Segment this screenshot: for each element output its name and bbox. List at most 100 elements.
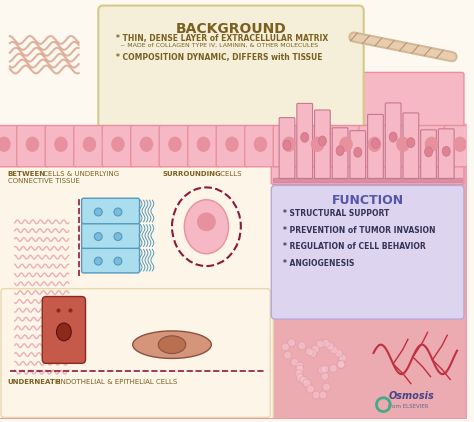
Ellipse shape (372, 138, 379, 148)
Circle shape (303, 379, 311, 387)
Circle shape (311, 345, 319, 353)
Ellipse shape (184, 200, 228, 254)
Text: ~ MADE of COLLAGEN TYPE IV, LAMININ, & OTHER MOLECULES: ~ MADE of COLLAGEN TYPE IV, LAMININ, & O… (120, 43, 318, 48)
Ellipse shape (425, 137, 438, 151)
Ellipse shape (442, 146, 450, 156)
Text: BETWEEN: BETWEEN (8, 171, 46, 177)
Text: FUNCTION: FUNCTION (331, 194, 404, 207)
Circle shape (298, 342, 306, 350)
Ellipse shape (133, 331, 211, 358)
Ellipse shape (407, 138, 415, 147)
Circle shape (307, 385, 314, 393)
Ellipse shape (311, 137, 324, 151)
Circle shape (114, 233, 122, 241)
Circle shape (296, 374, 304, 382)
FancyBboxPatch shape (350, 131, 365, 179)
FancyBboxPatch shape (279, 118, 295, 179)
Circle shape (312, 391, 320, 399)
Text: ENDOTHELIAL & EPITHELIAL CELLS: ENDOTHELIAL & EPITHELIAL CELLS (54, 379, 177, 385)
Ellipse shape (425, 147, 432, 157)
FancyBboxPatch shape (385, 103, 401, 179)
Circle shape (323, 383, 330, 391)
Text: * PREVENTION of TUMOR INVASION: * PREVENTION of TUMOR INVASION (283, 226, 436, 235)
Circle shape (337, 360, 345, 368)
FancyBboxPatch shape (82, 247, 139, 273)
Circle shape (114, 208, 122, 216)
FancyBboxPatch shape (45, 125, 77, 167)
Ellipse shape (56, 323, 71, 341)
Ellipse shape (55, 137, 67, 151)
FancyBboxPatch shape (368, 114, 383, 179)
Circle shape (319, 391, 327, 399)
Ellipse shape (368, 137, 381, 151)
Ellipse shape (83, 137, 96, 151)
Circle shape (282, 343, 290, 351)
Text: * ANGIOGENESIS: * ANGIOGENESIS (283, 259, 355, 268)
Circle shape (338, 354, 346, 362)
Ellipse shape (454, 137, 466, 151)
Circle shape (114, 257, 122, 265)
Circle shape (321, 365, 328, 373)
Circle shape (321, 372, 328, 380)
FancyBboxPatch shape (330, 125, 362, 167)
FancyBboxPatch shape (159, 125, 191, 167)
Ellipse shape (140, 137, 153, 151)
FancyBboxPatch shape (1, 289, 270, 417)
FancyBboxPatch shape (131, 125, 162, 167)
FancyBboxPatch shape (444, 125, 474, 167)
Circle shape (291, 358, 299, 366)
Text: CELLS & UNDERLYING: CELLS & UNDERLYING (41, 171, 119, 177)
Circle shape (300, 376, 308, 384)
FancyBboxPatch shape (271, 185, 464, 319)
FancyBboxPatch shape (297, 103, 312, 179)
Circle shape (329, 365, 337, 372)
Ellipse shape (354, 147, 362, 157)
Ellipse shape (112, 137, 124, 151)
Ellipse shape (226, 137, 238, 151)
Text: * REGULATION of CELL BEHAVIOR: * REGULATION of CELL BEHAVIOR (283, 243, 426, 252)
FancyBboxPatch shape (403, 113, 419, 179)
Circle shape (337, 360, 345, 368)
FancyBboxPatch shape (42, 297, 85, 363)
FancyBboxPatch shape (271, 73, 464, 184)
Circle shape (295, 370, 303, 378)
FancyBboxPatch shape (332, 128, 348, 179)
Ellipse shape (158, 336, 186, 354)
FancyBboxPatch shape (438, 129, 454, 179)
Circle shape (288, 339, 296, 346)
Text: * THIN, DENSE LAYER of EXTRACELLULAR MATRIX: * THIN, DENSE LAYER of EXTRACELLULAR MAT… (116, 34, 328, 43)
Circle shape (296, 365, 304, 373)
Circle shape (330, 346, 337, 354)
FancyBboxPatch shape (82, 223, 139, 249)
FancyBboxPatch shape (273, 125, 305, 167)
FancyBboxPatch shape (315, 110, 330, 179)
Ellipse shape (340, 137, 352, 151)
Ellipse shape (319, 136, 326, 146)
FancyBboxPatch shape (359, 125, 390, 167)
Ellipse shape (197, 137, 210, 151)
FancyBboxPatch shape (188, 125, 219, 167)
Circle shape (326, 342, 334, 350)
Text: CELLS: CELLS (218, 171, 242, 177)
FancyBboxPatch shape (0, 125, 19, 167)
Circle shape (284, 352, 292, 359)
FancyBboxPatch shape (302, 125, 333, 167)
Ellipse shape (283, 140, 291, 150)
Circle shape (309, 349, 317, 357)
FancyBboxPatch shape (0, 165, 273, 420)
FancyBboxPatch shape (74, 125, 105, 167)
Circle shape (318, 366, 326, 374)
Circle shape (335, 349, 343, 357)
Text: CONNECTIVE TISSUE: CONNECTIVE TISSUE (8, 178, 80, 184)
Ellipse shape (283, 137, 295, 151)
FancyBboxPatch shape (82, 198, 139, 224)
Circle shape (306, 348, 313, 356)
FancyBboxPatch shape (416, 125, 447, 167)
Text: Osmosis: Osmosis (388, 391, 434, 401)
Circle shape (94, 208, 102, 216)
Ellipse shape (301, 133, 309, 142)
Ellipse shape (198, 213, 215, 231)
Circle shape (316, 340, 324, 348)
FancyBboxPatch shape (421, 130, 437, 179)
Circle shape (322, 339, 330, 347)
